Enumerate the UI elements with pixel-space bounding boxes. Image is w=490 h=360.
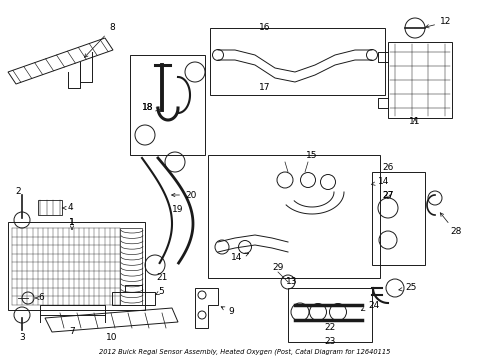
Bar <box>120 228 142 305</box>
Text: 27: 27 <box>382 190 393 199</box>
Text: 23: 23 <box>324 338 336 346</box>
Text: 27: 27 <box>382 190 393 199</box>
Bar <box>372 172 425 265</box>
Text: 19: 19 <box>172 206 184 215</box>
Text: 14: 14 <box>371 177 390 186</box>
Text: 21: 21 <box>156 274 168 283</box>
Text: 20: 20 <box>172 190 196 199</box>
Text: 11: 11 <box>409 117 421 126</box>
Text: 1: 1 <box>69 217 75 226</box>
Text: 18: 18 <box>142 104 159 112</box>
Bar <box>130 55 205 155</box>
Text: 1: 1 <box>69 217 75 229</box>
Text: 14: 14 <box>231 253 248 262</box>
Text: 22: 22 <box>324 324 336 333</box>
Text: 6: 6 <box>35 293 44 302</box>
Text: 24: 24 <box>361 301 379 311</box>
Text: 25: 25 <box>399 284 416 292</box>
Text: 13: 13 <box>286 278 298 287</box>
Bar <box>288 288 372 342</box>
Text: 12: 12 <box>425 18 451 28</box>
Bar <box>210 28 385 95</box>
Text: 16: 16 <box>259 23 271 32</box>
Text: 8: 8 <box>84 23 115 57</box>
Bar <box>8 222 145 310</box>
Bar <box>208 155 380 278</box>
Text: 15: 15 <box>306 150 318 159</box>
Text: 29: 29 <box>272 264 284 273</box>
Text: 10: 10 <box>106 333 118 342</box>
Bar <box>38 200 62 215</box>
Text: 18: 18 <box>142 104 154 112</box>
Text: 2: 2 <box>15 188 21 197</box>
Text: 7: 7 <box>69 328 75 337</box>
Text: 17: 17 <box>259 84 271 93</box>
Text: 2012 Buick Regal Sensor Assembly, Heated Oxygen (Post, Catal Diagram for 1264011: 2012 Buick Regal Sensor Assembly, Heated… <box>99 348 391 355</box>
Text: 3: 3 <box>19 333 25 342</box>
Text: 5: 5 <box>155 288 164 297</box>
Bar <box>388 42 452 118</box>
Text: 9: 9 <box>221 307 234 316</box>
Text: 4: 4 <box>62 203 74 212</box>
Text: 26: 26 <box>382 163 393 172</box>
Text: 28: 28 <box>441 213 462 237</box>
Bar <box>112 292 155 305</box>
